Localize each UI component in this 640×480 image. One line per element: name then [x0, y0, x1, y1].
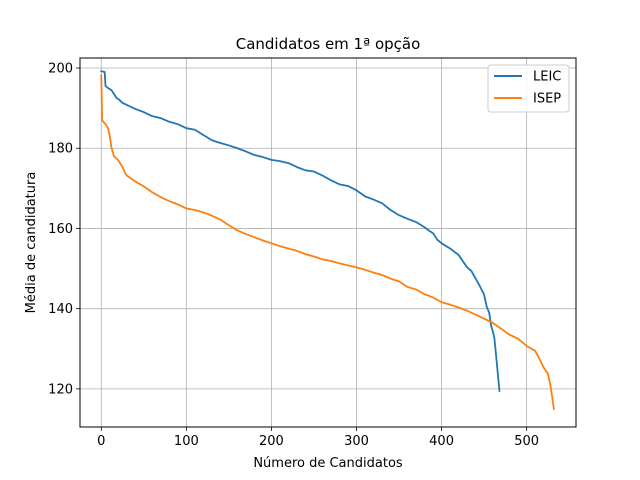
series-layer — [100, 70, 555, 410]
x-tick-label: 300 — [344, 434, 369, 449]
legend-label-isep: ISEP — [533, 92, 561, 107]
chart-title: Candidatos em 1ª opção — [236, 35, 421, 53]
x-tick-label: 0 — [97, 434, 105, 449]
y-tick-label: 180 — [48, 142, 73, 157]
legend-label-leic: LEIC — [533, 70, 561, 85]
y-tick-label: 140 — [48, 302, 73, 317]
y-tick-label: 200 — [48, 62, 73, 77]
plot-frame — [79, 57, 577, 428]
x-axis-ticks: 0 100 200 300 400 500 — [97, 427, 539, 449]
x-axis-label: Número de Candidatos — [253, 456, 403, 471]
y-tick-label: 160 — [48, 222, 73, 237]
series-line-isep — [100, 74, 555, 410]
x-tick-label: 400 — [429, 434, 454, 449]
y-axis-ticks: 120 140 160 180 200 — [48, 62, 80, 397]
x-tick-label: 200 — [259, 434, 284, 449]
legend: LEIC ISEP — [487, 64, 570, 113]
y-axis-label: Média de candidatura — [24, 172, 39, 314]
x-tick-label: 100 — [174, 434, 199, 449]
y-tick-label: 120 — [48, 382, 73, 397]
x-tick-label: 500 — [514, 434, 539, 449]
series-line-leic — [100, 70, 501, 392]
